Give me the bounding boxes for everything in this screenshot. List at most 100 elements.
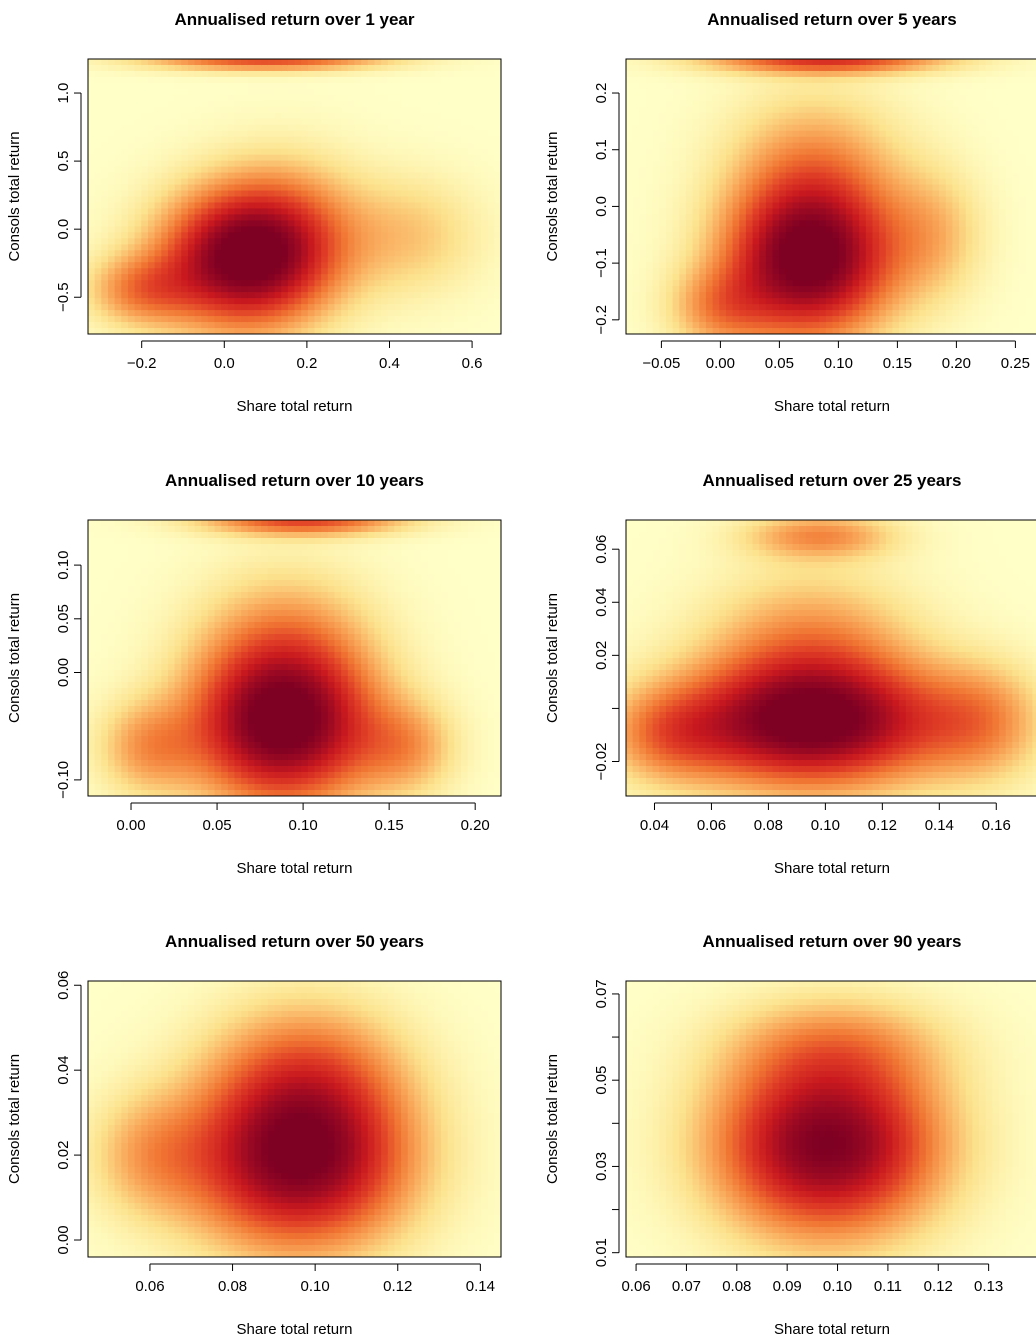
heatmap-cell — [147, 286, 156, 293]
heatmap-cell — [127, 184, 136, 192]
heatmap-cell — [905, 184, 914, 192]
heatmap-cell — [407, 142, 415, 150]
heatmap-cell — [719, 172, 727, 180]
heatmap-cell — [461, 328, 469, 334]
heatmap-cell — [407, 286, 415, 293]
heatmap-cell — [147, 178, 156, 186]
heatmap-cell — [267, 304, 276, 311]
heatmap-cell — [127, 310, 136, 317]
heatmap-cell — [281, 322, 289, 329]
heatmap-cell — [94, 310, 102, 317]
heatmap-cell — [141, 310, 149, 317]
heatmap-cell — [154, 226, 162, 233]
heatmap-cell — [759, 76, 767, 84]
heatmap-cell — [227, 280, 236, 287]
heatmap-cell — [88, 256, 96, 263]
heatmap-cell — [374, 250, 382, 257]
heatmap-cell — [341, 130, 349, 138]
heatmap-cell — [792, 136, 800, 144]
heatmap-cell — [639, 184, 647, 192]
heatmap-cell — [454, 214, 462, 222]
heatmap-cell — [167, 310, 176, 317]
heatmap-cell — [201, 262, 209, 269]
heatmap-cell — [214, 238, 222, 245]
heatmap-cell — [421, 190, 429, 198]
heatmap-cell — [487, 298, 495, 305]
heatmap-cell — [805, 190, 814, 198]
heatmap-cell — [745, 130, 754, 138]
heatmap-cell — [107, 88, 116, 96]
heatmap-cell — [194, 310, 202, 317]
heatmap-cell — [347, 112, 356, 120]
heatmap-cell — [147, 208, 156, 216]
heatmap-cell — [334, 172, 342, 180]
heatmap-cell — [839, 208, 847, 216]
heatmap-cell — [679, 166, 687, 174]
heatmap-cell — [872, 148, 880, 156]
heatmap-cell — [745, 256, 754, 263]
heatmap-cell — [899, 82, 907, 90]
heatmap-cell — [645, 196, 654, 204]
heatmap-cell — [161, 328, 169, 334]
heatmap-cell — [207, 250, 216, 257]
heatmap-cell — [885, 256, 894, 263]
heatmap-cell — [314, 292, 322, 299]
heatmap-cell — [765, 178, 774, 186]
heatmap-cell — [872, 106, 880, 114]
heatmap-cell — [234, 148, 242, 156]
heatmap-cell — [107, 100, 116, 108]
heatmap-cell — [665, 142, 674, 150]
heatmap-cell — [652, 124, 660, 132]
heatmap-cell — [234, 232, 242, 239]
heatmap-cell — [461, 70, 469, 78]
heatmap-cell — [699, 112, 707, 120]
heatmap-cell — [885, 232, 894, 239]
heatmap-cell — [447, 256, 455, 263]
heatmap-cell — [294, 130, 302, 138]
heatmap-cell — [134, 76, 142, 84]
heatmap-cell — [892, 184, 900, 192]
heatmap-cell — [241, 316, 249, 323]
heatmap-cell — [885, 298, 894, 305]
heatmap-cell — [645, 130, 654, 138]
heatmap-cell — [792, 76, 800, 84]
heatmap-cell — [699, 268, 707, 275]
heatmap-cell — [414, 70, 422, 78]
heatmap-cell — [765, 280, 774, 287]
heatmap-cell — [194, 100, 202, 108]
heatmap-cell — [174, 94, 182, 102]
heatmap-cell — [387, 178, 396, 186]
heatmap-cell — [919, 280, 927, 287]
heatmap-cell — [314, 82, 322, 90]
heatmap-cell — [274, 124, 282, 132]
heatmap-cell — [121, 106, 129, 114]
heatmap-cell — [94, 232, 102, 239]
heatmap-cell — [925, 148, 934, 156]
heatmap-cell — [207, 310, 216, 317]
heatmap-cell — [421, 178, 429, 186]
heatmap-cell — [187, 262, 196, 269]
heatmap-cell — [632, 70, 640, 78]
heatmap-cell — [407, 310, 415, 317]
heatmap-cell — [281, 172, 289, 180]
heatmap-cell — [712, 112, 720, 120]
heatmap-cell — [174, 250, 182, 257]
heatmap-cell — [685, 202, 694, 210]
heatmap-cell — [785, 322, 794, 329]
heatmap-cell — [832, 262, 840, 269]
heatmap-cell — [221, 142, 229, 150]
heatmap-cell — [134, 148, 142, 156]
heatmap-cell — [94, 184, 102, 192]
heatmap-cell — [799, 70, 807, 78]
heatmap-cell — [772, 112, 780, 120]
heatmap-cell — [645, 280, 654, 287]
heatmap-cell — [712, 226, 720, 233]
heatmap-cell — [912, 178, 920, 186]
heatmap-cell — [872, 166, 880, 174]
heatmap-cell — [719, 154, 727, 162]
heatmap-cell — [134, 250, 142, 257]
heatmap-cell — [685, 280, 694, 287]
heatmap-cell — [187, 136, 196, 144]
heatmap-cell — [692, 298, 700, 305]
heatmap-cell — [221, 250, 229, 257]
